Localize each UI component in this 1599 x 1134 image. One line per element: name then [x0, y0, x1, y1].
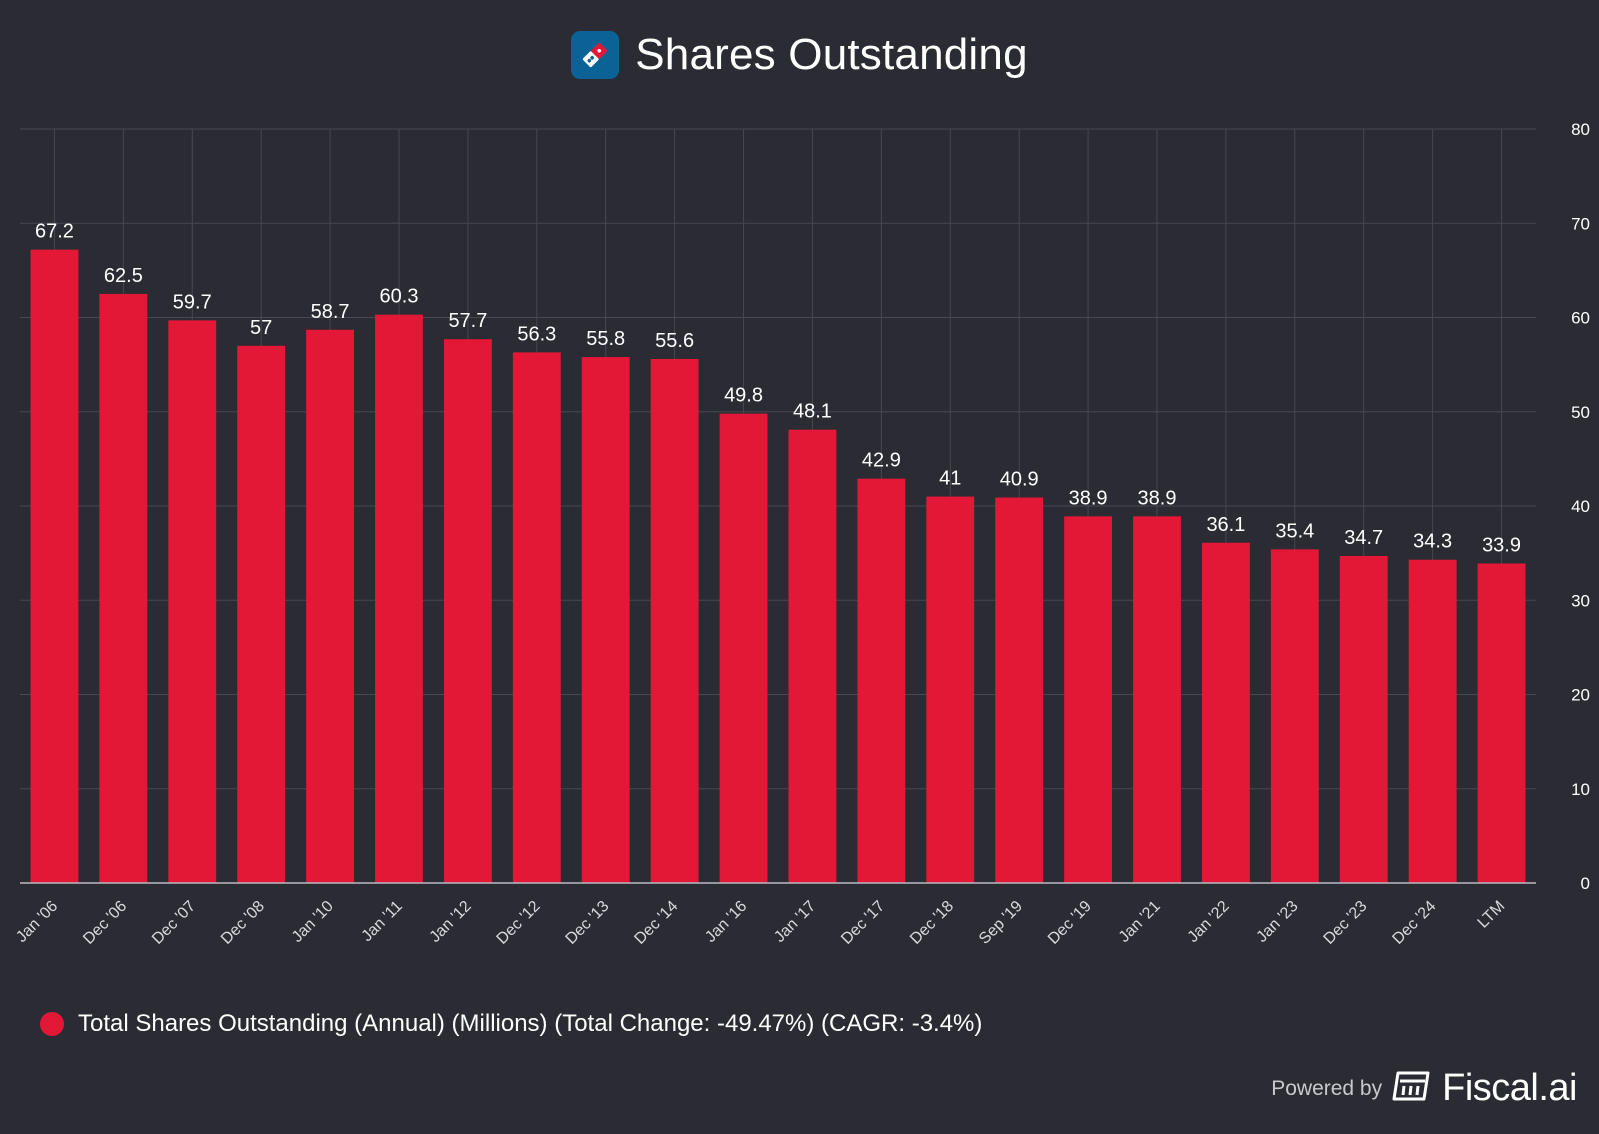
x-tick-label: Jan '12	[427, 898, 475, 946]
bar[interactable]	[1064, 516, 1113, 883]
y-tick-label: 20	[1571, 686, 1590, 705]
y-tick-label: 80	[1571, 120, 1590, 139]
bar-value-label: 67.2	[35, 221, 74, 243]
bar-value-label: 56.3	[517, 323, 556, 345]
x-tick-label: Jan '21	[1116, 898, 1164, 946]
bar[interactable]	[1408, 559, 1457, 883]
bar-value-label: 49.8	[724, 385, 763, 407]
x-tick-label: Dec '13	[563, 898, 613, 948]
y-tick-label: 30	[1571, 591, 1590, 610]
bar[interactable]	[306, 329, 355, 883]
bar[interactable]	[719, 413, 768, 883]
y-tick-label: 40	[1571, 497, 1590, 516]
bar[interactable]	[788, 429, 837, 883]
dominos-logo-icon	[571, 31, 620, 79]
bar-value-label: 55.6	[655, 330, 694, 352]
x-tick-label: Jan '17	[771, 898, 819, 946]
x-tick-label: Jan '23	[1253, 898, 1301, 946]
bar-value-label: 38.9	[1138, 487, 1177, 509]
bar-value-label: 40.9	[1000, 469, 1039, 491]
y-tick-label: 10	[1571, 780, 1590, 799]
bar[interactable]	[375, 314, 423, 883]
powered-by-footer: Powered by Fiscal.ai	[1271, 1067, 1577, 1110]
bar[interactable]	[237, 345, 286, 883]
bar-value-label: 36.1	[1206, 514, 1245, 536]
x-tick-label: Jan '22	[1185, 898, 1233, 946]
bar[interactable]	[1270, 549, 1319, 883]
x-tick-label: Sep '19	[976, 898, 1026, 948]
x-tick-label: Dec '19	[1045, 898, 1095, 948]
bar[interactable]	[30, 249, 79, 883]
bar[interactable]	[995, 497, 1044, 883]
x-tick-label: Dec '08	[218, 898, 268, 948]
bar[interactable]	[1477, 563, 1526, 883]
powered-by-label: Powered by	[1271, 1076, 1383, 1100]
y-tick-label: 0	[1581, 874, 1590, 893]
bar-value-label: 60.3	[380, 286, 419, 308]
x-tick-label: Jan '10	[289, 898, 337, 946]
bar-value-label: 59.7	[173, 291, 212, 313]
y-tick-label: 60	[1571, 309, 1590, 328]
bar[interactable]	[443, 339, 492, 883]
bar-value-label: 35.4	[1275, 520, 1314, 542]
legend[interactable]: Total Shares Outstanding (Annual) (Milli…	[40, 1010, 982, 1038]
bar-value-label: 34.3	[1413, 531, 1452, 553]
fiscal-ai-logo-icon	[1392, 1069, 1432, 1108]
x-tick-label: Dec '17	[838, 898, 888, 948]
x-tick-label: Dec '18	[907, 898, 957, 948]
x-tick-label: Dec '07	[149, 898, 199, 948]
bar-value-label: 34.7	[1344, 527, 1383, 549]
x-tick-label: Dec '12	[494, 898, 544, 948]
x-tick-label: Dec '14	[631, 898, 681, 948]
bar[interactable]	[512, 352, 561, 883]
y-tick-label: 70	[1571, 214, 1590, 233]
bar[interactable]	[926, 496, 975, 883]
bar-value-label: 38.9	[1069, 487, 1108, 509]
x-tick-label: Dec '24	[1389, 898, 1439, 948]
x-tick-label: Jan '11	[359, 898, 406, 945]
x-tick-label: Jan '06	[13, 898, 61, 946]
bar[interactable]	[857, 478, 906, 883]
legend-label: Total Shares Outstanding (Annual) (Milli…	[78, 1010, 983, 1037]
bar-value-label: 33.9	[1482, 534, 1521, 556]
bar-value-label: 57.7	[448, 310, 487, 332]
bar-value-label: 62.5	[104, 265, 143, 287]
bar-value-label: 58.7	[311, 301, 350, 323]
bar-value-label: 42.9	[862, 450, 901, 472]
bar[interactable]	[1201, 542, 1250, 883]
y-tick-label: 50	[1571, 403, 1590, 422]
bar[interactable]	[650, 358, 699, 884]
bar[interactable]	[99, 293, 148, 883]
bar-value-label: 57	[250, 317, 272, 339]
fiscal-ai-brand: Fiscal.ai	[1442, 1067, 1577, 1109]
bar-value-label: 41	[939, 468, 961, 490]
x-tick-label: Dec '06	[80, 898, 130, 948]
bar[interactable]	[168, 320, 217, 883]
bar-value-label: 48.1	[793, 401, 832, 423]
bar[interactable]	[1133, 516, 1181, 883]
chart-title: Shares Outstanding	[635, 30, 1028, 79]
chart-header: Shares Outstanding	[0, 30, 1599, 80]
bar[interactable]	[581, 357, 630, 884]
bar[interactable]	[1339, 555, 1388, 883]
x-tick-label: Dec '23	[1321, 898, 1371, 948]
x-tick-label: LTM	[1475, 898, 1509, 932]
legend-marker	[40, 1012, 64, 1036]
x-tick-label: Jan '16	[702, 898, 750, 946]
bar-value-label: 55.8	[586, 328, 625, 350]
